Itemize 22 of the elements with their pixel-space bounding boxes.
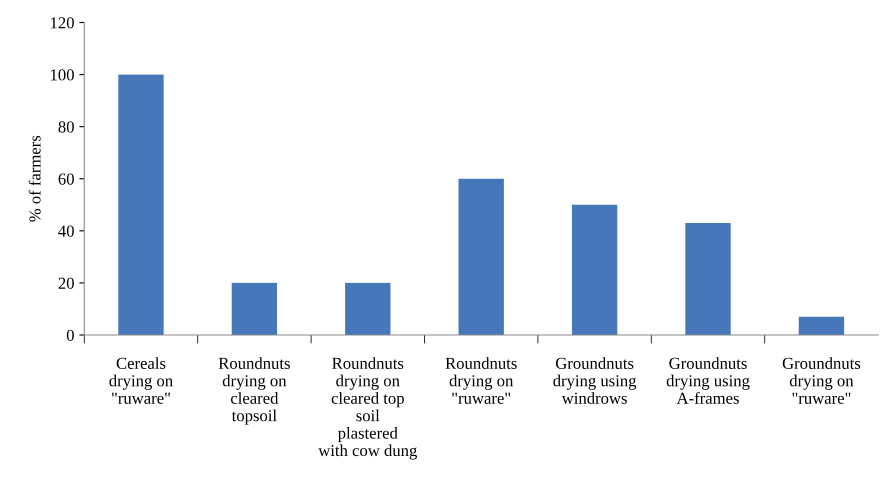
y-tick-label: 80 <box>58 121 74 133</box>
x-tick-label: Groundnuts drying using A-frames <box>666 357 750 404</box>
y-tick-label: 120 <box>51 17 74 28</box>
bar <box>118 74 164 335</box>
x-tick-label: Roundnuts drying on cleared top soil plastered with cow dung <box>318 357 417 460</box>
y-tick-label: 100 <box>51 69 74 81</box>
bar <box>458 178 504 335</box>
x-tick-label: Groundnuts drying using windrows <box>553 357 636 404</box>
y-tick-label: 60 <box>58 173 74 185</box>
y-tick-label: 20 <box>58 278 74 289</box>
x-tick-label: Roundnuts drying on "ruware" <box>446 357 517 404</box>
x-tick-label: Groundnuts drying on "ruware" <box>782 357 860 404</box>
x-tick-label: Roundnuts drying on cleared topsoil <box>218 357 290 425</box>
bar <box>345 282 390 335</box>
y-tick-label: 0 <box>66 330 74 341</box>
bar <box>232 282 278 335</box>
bar <box>685 223 731 335</box>
y-tick-label: 40 <box>58 226 74 237</box>
bar <box>572 204 618 335</box>
x-tick-label: Cereals drying on "ruware" <box>109 357 173 404</box>
bar <box>798 316 844 335</box>
y-axis-title: % of farmers <box>28 136 41 222</box>
